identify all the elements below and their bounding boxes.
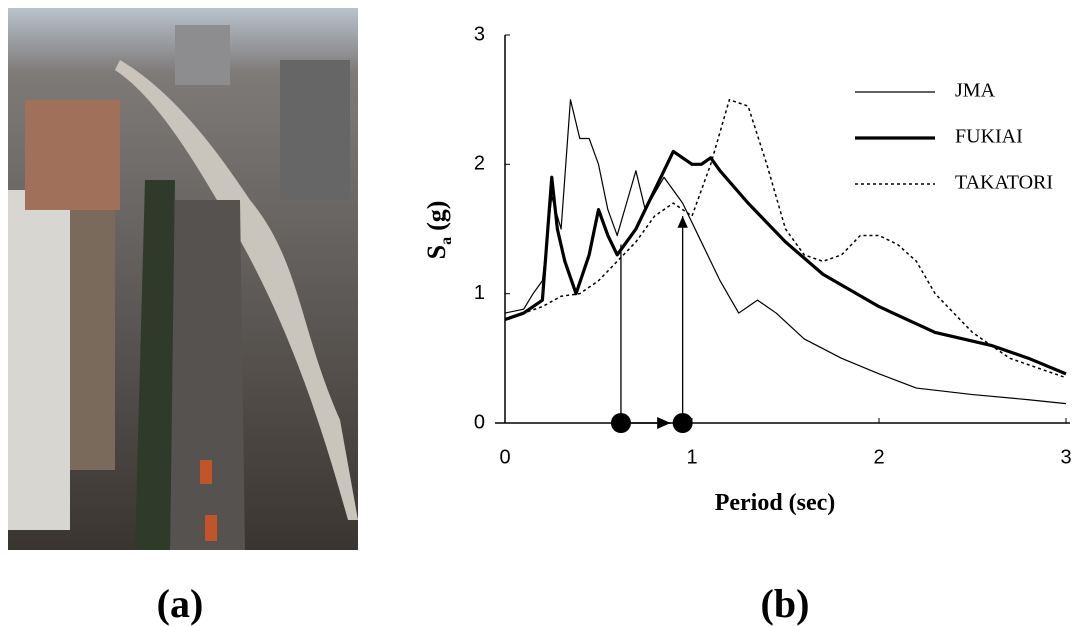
y-axis-label: Sa (g) [422,201,455,260]
x-tick-label: 3 [1060,446,1071,468]
y-tick-label: 0 [474,411,485,433]
series-line [504,149,1067,376]
legend-label: TAKATORI [955,172,1053,194]
y-tick-label: 2 [474,153,485,175]
y-label-unit: (g) [422,201,451,231]
y-label-subscript: a [438,237,455,245]
x-tick-label: 2 [873,446,884,468]
photo [8,8,358,550]
x-tick-label: 1 [686,446,697,468]
panel-label: (a) [157,581,204,626]
x-tick-label: 0 [499,446,510,468]
legend-label: JMA [955,80,996,102]
annotation-dot [610,413,631,433]
annotation-dot [672,413,693,433]
panel-label: (b) [761,581,810,626]
legend-label: FUKIAI [955,126,1023,148]
y-label-symbol: S [422,245,451,259]
x-axis-label: Period (sec) [715,490,836,516]
y-tick-label: 1 [474,282,485,304]
y-tick-label: 3 [474,23,485,45]
